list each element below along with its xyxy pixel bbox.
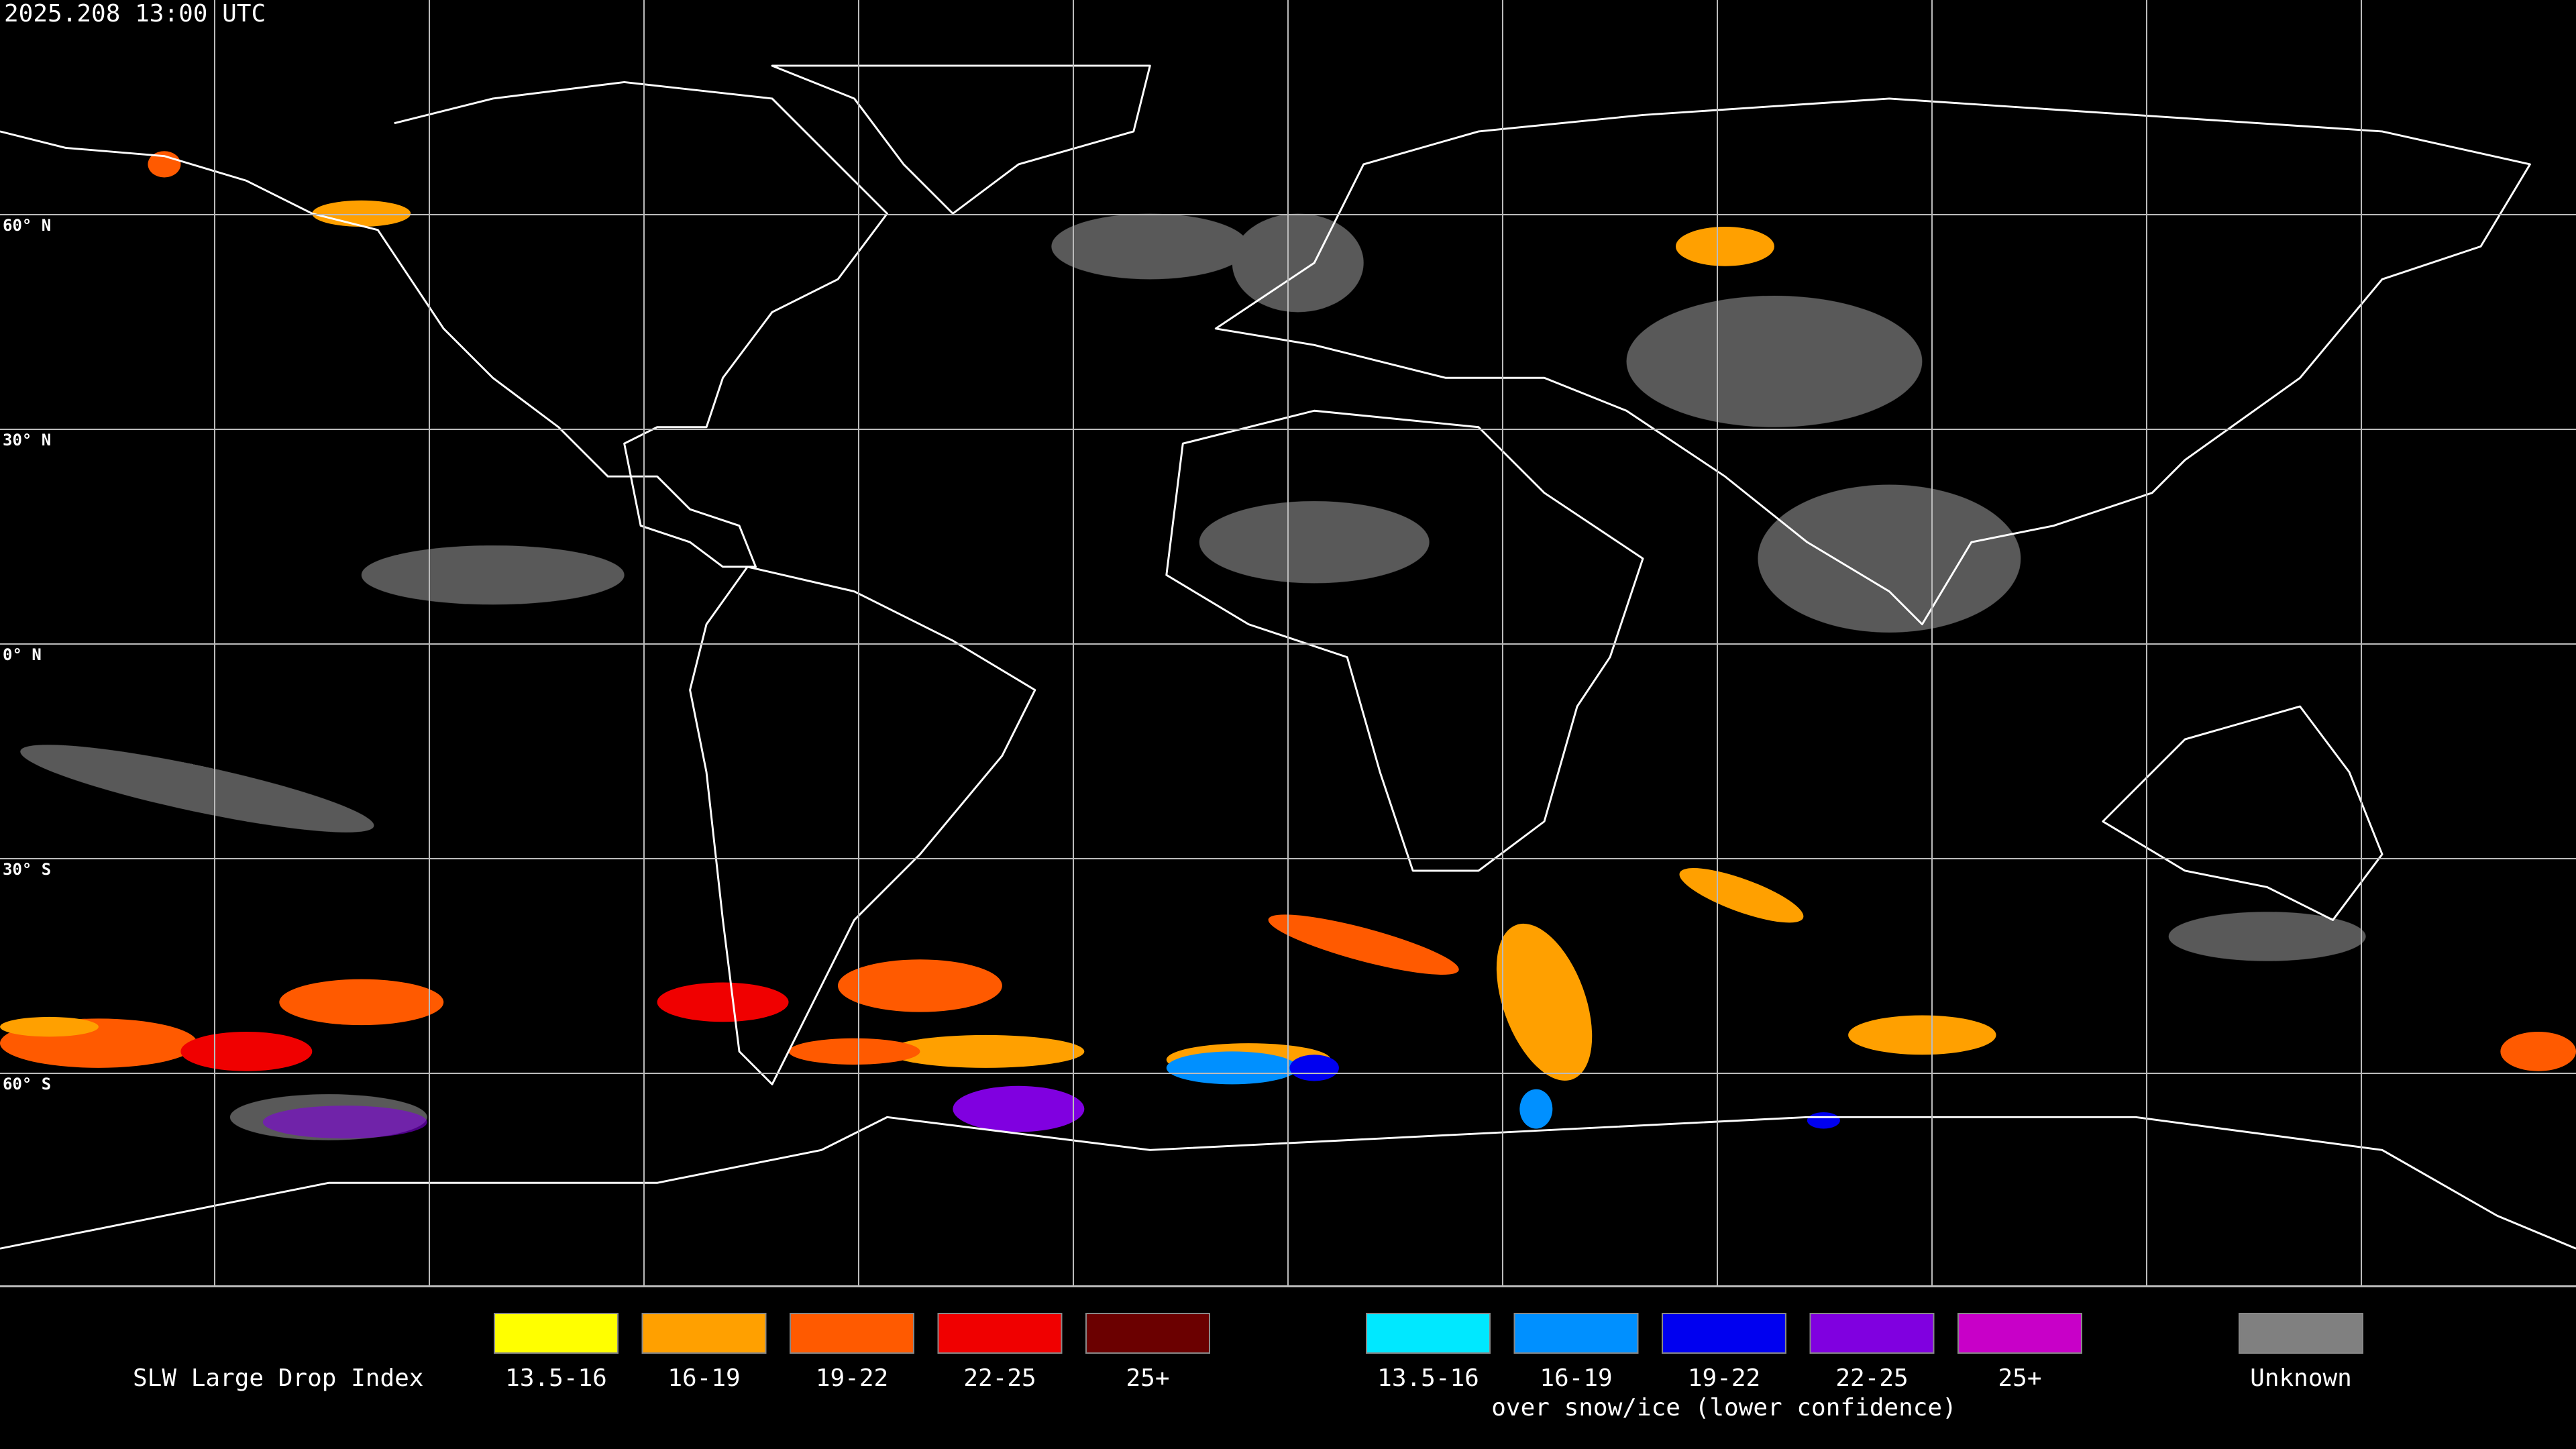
legend-label: 13.5-16	[1377, 1364, 1479, 1392]
legend-label: 19-22	[816, 1364, 888, 1392]
legend-label: 22-25	[1835, 1364, 1908, 1392]
legend-label: 13.5-16	[505, 1364, 607, 1392]
legend-swatch	[1957, 1313, 2082, 1354]
legend-label: 16-19	[667, 1364, 740, 1392]
legend-swatch	[494, 1313, 619, 1354]
graticule	[0, 0, 2576, 1287]
legend-label: 19-22	[1688, 1364, 1760, 1392]
legend-label: 25+	[1998, 1364, 2041, 1392]
legend-swatch	[1085, 1313, 1210, 1354]
timestamp: 2025.208 13:00 UTC	[4, 0, 266, 28]
latitude-label: 60° N	[3, 216, 51, 235]
latitude-label: 60° S	[3, 1075, 51, 1093]
legend-label: Unknown	[2250, 1364, 2352, 1392]
latitude-label: 30° N	[3, 431, 51, 449]
latitude-label: 0° N	[3, 645, 42, 664]
legend-swatch	[790, 1313, 914, 1354]
legend-swatch	[2239, 1313, 2363, 1354]
legend-swatch	[641, 1313, 767, 1354]
legend-title: SLW Large Drop Index	[133, 1364, 423, 1392]
legend-swatch	[1366, 1313, 1491, 1354]
legend-label: 25+	[1126, 1364, 1169, 1392]
legend-swatch	[1809, 1313, 1935, 1354]
map-border	[0, 1285, 2576, 1287]
legend-swatch	[1513, 1313, 1639, 1354]
latitude-label: 30° S	[3, 860, 51, 879]
legend-swatch	[1662, 1313, 1786, 1354]
data-overlay	[0, 151, 2576, 1140]
legend-note: over snow/ice (lower confidence)	[1491, 1394, 1957, 1421]
legend-swatch	[937, 1313, 1063, 1354]
legend-label: 22-25	[963, 1364, 1036, 1392]
coastlines	[0, 64, 2576, 1250]
legend-label: 16-19	[1540, 1364, 1612, 1392]
